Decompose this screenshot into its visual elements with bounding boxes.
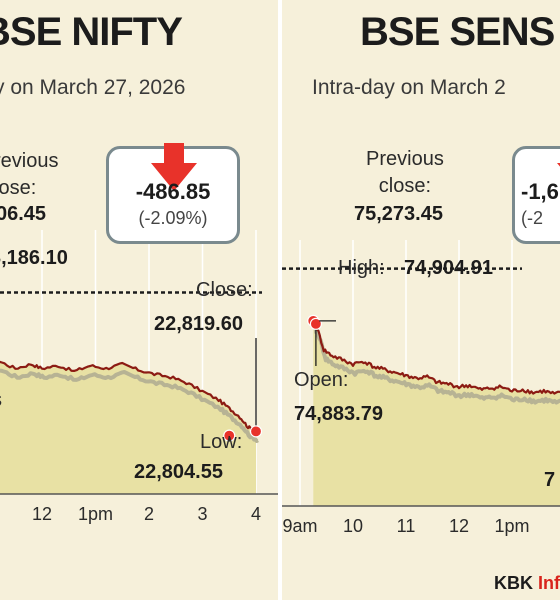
sensex-tick-label: 10 bbox=[343, 516, 363, 536]
nifty-change-value: -486.85 bbox=[135, 179, 211, 204]
sensex-high-value: 74,904.91 bbox=[404, 257, 493, 279]
nifty-panel: 12 1pm 2 3 4 BSE NIFTY y on March 27, 2026 r… bbox=[0, 0, 278, 600]
sensex-tick-label: 12 bbox=[449, 516, 469, 536]
nifty-tick-label: 2 bbox=[144, 504, 154, 524]
sensex-change-value: -1,6 bbox=[521, 179, 559, 204]
sensex-marker bbox=[309, 317, 323, 330]
nifty-area-fill bbox=[0, 361, 256, 494]
sensex-area-fill bbox=[313, 319, 560, 506]
sensex-series-shadow bbox=[313, 326, 560, 405]
nifty-title: BSE NIFTY bbox=[0, 10, 183, 54]
sensex-open-value: 74,883.79 bbox=[294, 403, 383, 425]
sensex-tick-label: 11 bbox=[397, 516, 416, 536]
credit: KBK Inf bbox=[494, 573, 560, 594]
nifty-tick-label: 3 bbox=[197, 504, 207, 524]
sensex-tick-label: 1pm bbox=[494, 516, 529, 536]
credit-part1: KBK bbox=[494, 573, 538, 593]
sensex-tick-label: 9am bbox=[282, 516, 317, 536]
nifty-series-shadow bbox=[0, 368, 259, 443]
nifty-tick-label: 12 bbox=[32, 504, 52, 524]
sensex-chart: 9am1011121pm2 bbox=[282, 240, 560, 536]
sensex-panel: 9am1011121pm2 BSE SENS Intra-day on Marc… bbox=[282, 0, 560, 600]
down-arrow-icon bbox=[557, 163, 560, 167]
nifty-tick-label: 4 bbox=[251, 504, 261, 524]
nifty-previous-close-value: 06.45 bbox=[0, 203, 47, 225]
nifty-low-label: Low: bbox=[200, 431, 243, 453]
down-arrow-icon bbox=[151, 143, 197, 191]
nifty-close-value: 22,819.60 bbox=[154, 313, 243, 335]
nifty-previous-close-label: revious lose: bbox=[0, 150, 59, 199]
nifty-low-value: 22,804.55 bbox=[134, 461, 223, 483]
nifty-chart: 12 1pm 2 3 4 bbox=[0, 230, 278, 524]
panel-divider bbox=[278, 0, 282, 600]
sensex-right-fragment: 7 bbox=[544, 469, 556, 491]
sensex-previous-close-label: Previous close: bbox=[366, 148, 444, 197]
sensex-title: BSE SENS bbox=[360, 10, 555, 54]
nifty-high-value: 3,186.10 bbox=[0, 247, 68, 269]
sensex-series-line bbox=[312, 318, 560, 395]
sensex-high-label: High: bbox=[338, 257, 385, 279]
credit-part2: Inf bbox=[538, 573, 560, 593]
sensex-previous-close-value: 75,273.45 bbox=[354, 203, 443, 225]
nifty-subtitle: y on March 27, 2026 bbox=[0, 76, 186, 99]
nifty-change-box: -486.85 (-2.09%) bbox=[106, 143, 240, 244]
sensex-subtitle: Intra-day on March 2 bbox=[312, 76, 506, 99]
sensex-change-pct: (-2 bbox=[521, 208, 543, 228]
nifty-open-fragment: s bbox=[0, 390, 2, 410]
nifty-marker bbox=[249, 425, 263, 438]
nifty-tick-label: 1pm bbox=[78, 504, 113, 524]
nifty-series-line bbox=[0, 360, 257, 434]
nifty-change-pct: (-2.09%) bbox=[138, 208, 208, 228]
sensex-open-label: Open: bbox=[294, 369, 349, 391]
sensex-change-box: -1,6 (-2 bbox=[512, 146, 560, 244]
nifty-close-label: Close: bbox=[196, 279, 253, 301]
